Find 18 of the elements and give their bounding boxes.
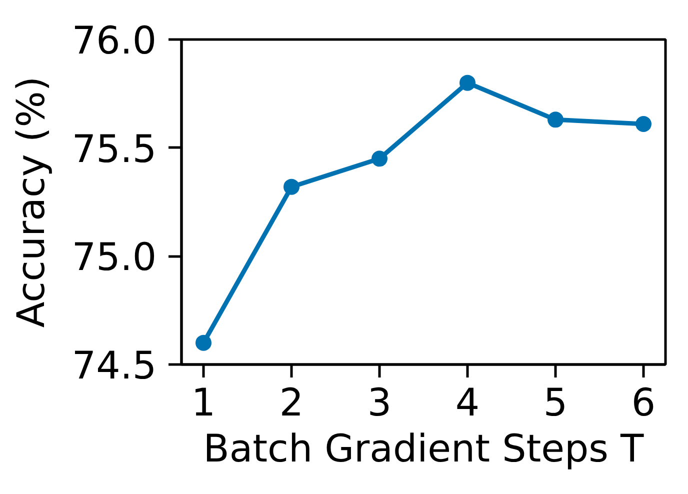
x-tick-label: 2 xyxy=(279,380,304,424)
y-tick-label: 74.5 xyxy=(72,344,156,388)
y-tick-label: 76.0 xyxy=(72,18,156,62)
y-tick-label: 75.5 xyxy=(72,126,156,171)
x-tick-label: 1 xyxy=(191,380,216,424)
point xyxy=(636,116,652,132)
point xyxy=(284,178,300,195)
x-tick-label: 3 xyxy=(367,380,392,424)
x-axis-title: Batch Gradient Steps T xyxy=(203,426,644,470)
point xyxy=(196,334,212,351)
y-tick-label: 75.0 xyxy=(72,235,156,280)
y-axis-title: Accuracy (%) xyxy=(8,76,53,328)
point xyxy=(460,74,476,91)
point xyxy=(548,112,564,128)
x-tick-label: 6 xyxy=(631,380,656,424)
point xyxy=(372,150,388,167)
x-tick-label: 4 xyxy=(455,380,480,424)
x-tick-label: 5 xyxy=(543,380,568,424)
